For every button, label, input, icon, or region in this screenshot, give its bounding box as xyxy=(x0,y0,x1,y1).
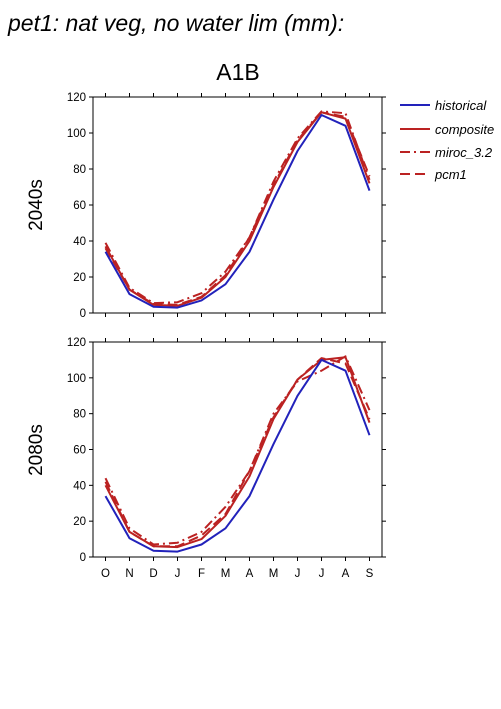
y-tick-label: 60 xyxy=(73,445,86,457)
x-tick-label: M xyxy=(221,568,231,580)
y-tick-label: 0 xyxy=(80,308,86,320)
series-line-miroc-3-2 xyxy=(104,110,371,305)
plot-frame xyxy=(92,96,383,314)
x-tick-label: F xyxy=(198,568,205,580)
y-tick-label: 60 xyxy=(73,200,86,212)
panel-label-2040s: 2040s xyxy=(26,179,47,231)
series-line-historical xyxy=(104,358,371,553)
panel-label-2080s: 2080s xyxy=(26,424,47,476)
legend: historical composite miroc_3.2 pcm1 xyxy=(400,98,494,182)
y-tick-label: 20 xyxy=(73,272,86,284)
x-tick-label: O xyxy=(101,568,110,580)
series-line-historical xyxy=(104,114,371,309)
x-tick-label: N xyxy=(125,568,133,580)
plot-frame xyxy=(92,341,383,558)
y-tick-label: 120 xyxy=(67,92,86,104)
y-tick-label: 120 xyxy=(67,337,86,349)
series-line-miroc-3-2 xyxy=(104,355,371,546)
legend-label-historical: historical xyxy=(435,98,487,113)
series-line-pcm1 xyxy=(104,357,371,548)
panel-2040s: 2040s 0 20 40 60 80 100 120 xyxy=(26,92,386,320)
series-line-pcm1 xyxy=(104,111,371,306)
y-tick-label: 100 xyxy=(67,128,86,140)
x-tick-label: J xyxy=(319,568,325,580)
y-tick-label: 0 xyxy=(80,552,86,564)
legend-label-pcm1: pcm1 xyxy=(434,167,467,182)
x-tick-label: M xyxy=(269,568,279,580)
x-tick-label: J xyxy=(175,568,181,580)
x-tick-label: D xyxy=(149,568,157,580)
y-tick-label: 40 xyxy=(73,236,86,248)
x-tick-label: S xyxy=(366,568,374,580)
legend-label-miroc: miroc_3.2 xyxy=(435,145,493,160)
y-tick-label: 80 xyxy=(73,409,86,421)
series-line-composite xyxy=(104,111,371,307)
figure-title: pet1: nat veg, no water lim (mm): xyxy=(7,10,344,36)
x-tick-label: A xyxy=(342,568,350,580)
legend-label-composite: composite xyxy=(435,122,494,137)
x-tick-label: A xyxy=(246,568,254,580)
panel-2080s: 2080s 0 20 40 60 80 100 120 O N D J F M A M J J A S xyxy=(26,337,386,580)
y-tick-label: 20 xyxy=(73,516,86,528)
y-tick-label: 80 xyxy=(73,164,86,176)
scenario-title: A1B xyxy=(216,59,259,85)
series-line-composite xyxy=(104,356,371,549)
y-tick-label: 100 xyxy=(67,373,86,385)
x-tick-label: J xyxy=(295,568,301,580)
y-tick-label: 40 xyxy=(73,480,86,492)
